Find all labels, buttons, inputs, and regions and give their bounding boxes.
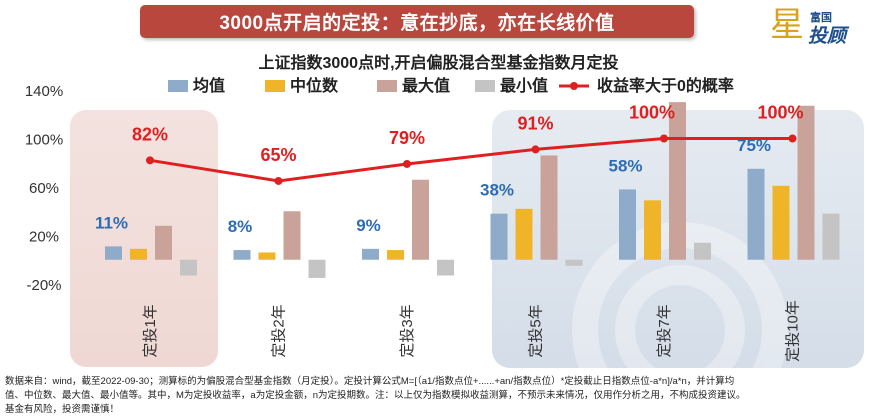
probability-label: 79%	[389, 128, 425, 148]
probability-label: 82%	[132, 124, 168, 144]
bar-series	[105, 102, 840, 278]
x-category-label: 定投2年	[271, 304, 288, 357]
bar-4-6	[822, 213, 840, 260]
x-category-label: 定投3年	[399, 304, 416, 357]
brand-large-text: 投顾	[808, 26, 847, 47]
legend-swatch	[377, 80, 397, 92]
bar-4-4	[565, 259, 583, 266]
footnote: 数据来自：wind，截至2022-09-30；测算标的为偏股混合型基金指数（月定…	[5, 375, 873, 417]
title-banner: 3000点开启的定投：意在抄底，亦在长线价值	[140, 5, 694, 38]
brand-small-text: 富国	[810, 12, 832, 24]
probability-line-path	[149, 137, 793, 183]
legend-swatch	[475, 80, 495, 92]
chart-legend: 均值 中位数 最大值 最小值 收益率大于0的概率	[168, 76, 734, 95]
mean-label: 58%	[608, 156, 642, 175]
probability-label: 91%	[517, 113, 553, 133]
x-category-label: 定投5年	[528, 304, 545, 357]
mean-value-labels: 11% 8% 9% 38% 58% 75%	[95, 136, 771, 236]
bar-3-1	[155, 225, 172, 260]
bar-2-6	[772, 185, 790, 260]
y-axis: 140% 100% 60% 20% -20%	[25, 83, 63, 294]
x-category-label: 定投10年	[785, 300, 802, 362]
legend-swatch	[265, 80, 285, 92]
x-category-label: 定投7年	[656, 304, 673, 357]
probability-point	[788, 134, 797, 143]
legend-swatch	[168, 80, 188, 92]
bar-1-4	[490, 213, 508, 260]
banner-title: 3000点开启的定投：意在抄底，亦在长线价值	[219, 13, 615, 34]
bar-3-4	[540, 155, 558, 260]
probability-label: 100%	[757, 103, 803, 123]
probability-line: 82% 65% 79% 91% 100% 100%	[132, 103, 804, 185]
bar-2-4	[515, 208, 533, 260]
legend-line-marker	[570, 82, 578, 90]
bar-3-6	[797, 105, 815, 260]
probability-point	[146, 156, 154, 165]
x-category-label: 定投1年	[142, 304, 159, 357]
bar-4-1	[180, 259, 197, 276]
legend-label: 最大值	[402, 76, 450, 95]
bar-1-5	[619, 189, 636, 260]
probability-label: 65%	[260, 145, 296, 165]
bar-2-3	[387, 250, 404, 260]
bar-1-6	[747, 168, 765, 260]
legend-label: 均值	[193, 76, 225, 95]
legend-label: 最小值	[500, 76, 548, 95]
probability-label: 100%	[629, 103, 675, 123]
bar-2-2	[258, 252, 276, 260]
probability-point	[531, 145, 540, 154]
footnote-line-3: 基金有风险，投资需谨慎！	[5, 404, 120, 415]
y-tick-label: 20%	[29, 229, 59, 246]
y-tick-label: 60%	[29, 180, 59, 197]
y-tick-label: -20%	[26, 277, 61, 294]
mean-label: 75%	[737, 136, 771, 155]
bar-4-2	[308, 259, 326, 278]
footnote-line-1: 数据来自：wind，截至2022-09-30；测算标的为偏股混合型基金指数（月定…	[5, 376, 735, 387]
bar-3-5	[669, 102, 686, 260]
bar-4-5	[694, 242, 711, 260]
bar-3-2	[283, 211, 301, 260]
brand-logo: 星 富国 投顾	[762, 6, 872, 47]
probability-point	[274, 176, 283, 185]
y-tick-label: 100%	[25, 132, 63, 149]
probability-point	[403, 159, 411, 168]
bar-3-3	[412, 179, 429, 260]
bar-1-2	[233, 250, 251, 260]
bar-2-5	[644, 200, 661, 260]
highlight-region-short	[70, 110, 218, 367]
mean-label: 11%	[95, 213, 128, 232]
brand-star-icon: 星	[770, 6, 804, 44]
bar-2-1	[130, 248, 147, 260]
mean-label: 8%	[228, 217, 253, 236]
legend-label: 收益率大于0的概率	[597, 76, 734, 95]
legend-label: 中位数	[290, 76, 339, 95]
chart-title: 上证指数3000点时,开启偏股混合型基金指数月定投	[258, 55, 619, 72]
x-axis: 定投1年 定投2年 定投3年 定投5年 定投7年 定投10年	[142, 300, 802, 362]
probability-point	[660, 134, 668, 143]
bar-1-1	[105, 246, 122, 260]
footnote-line-2: 值、中位数、最大值、最小值等。其中，M为定投收益率，a为定投金额，n为定投期数。…	[5, 390, 746, 401]
mean-label: 9%	[356, 216, 381, 235]
mean-label: 38%	[480, 181, 514, 200]
bar-1-3	[362, 248, 379, 260]
y-tick-label: 140%	[25, 83, 63, 100]
bar-4-3	[437, 259, 454, 276]
